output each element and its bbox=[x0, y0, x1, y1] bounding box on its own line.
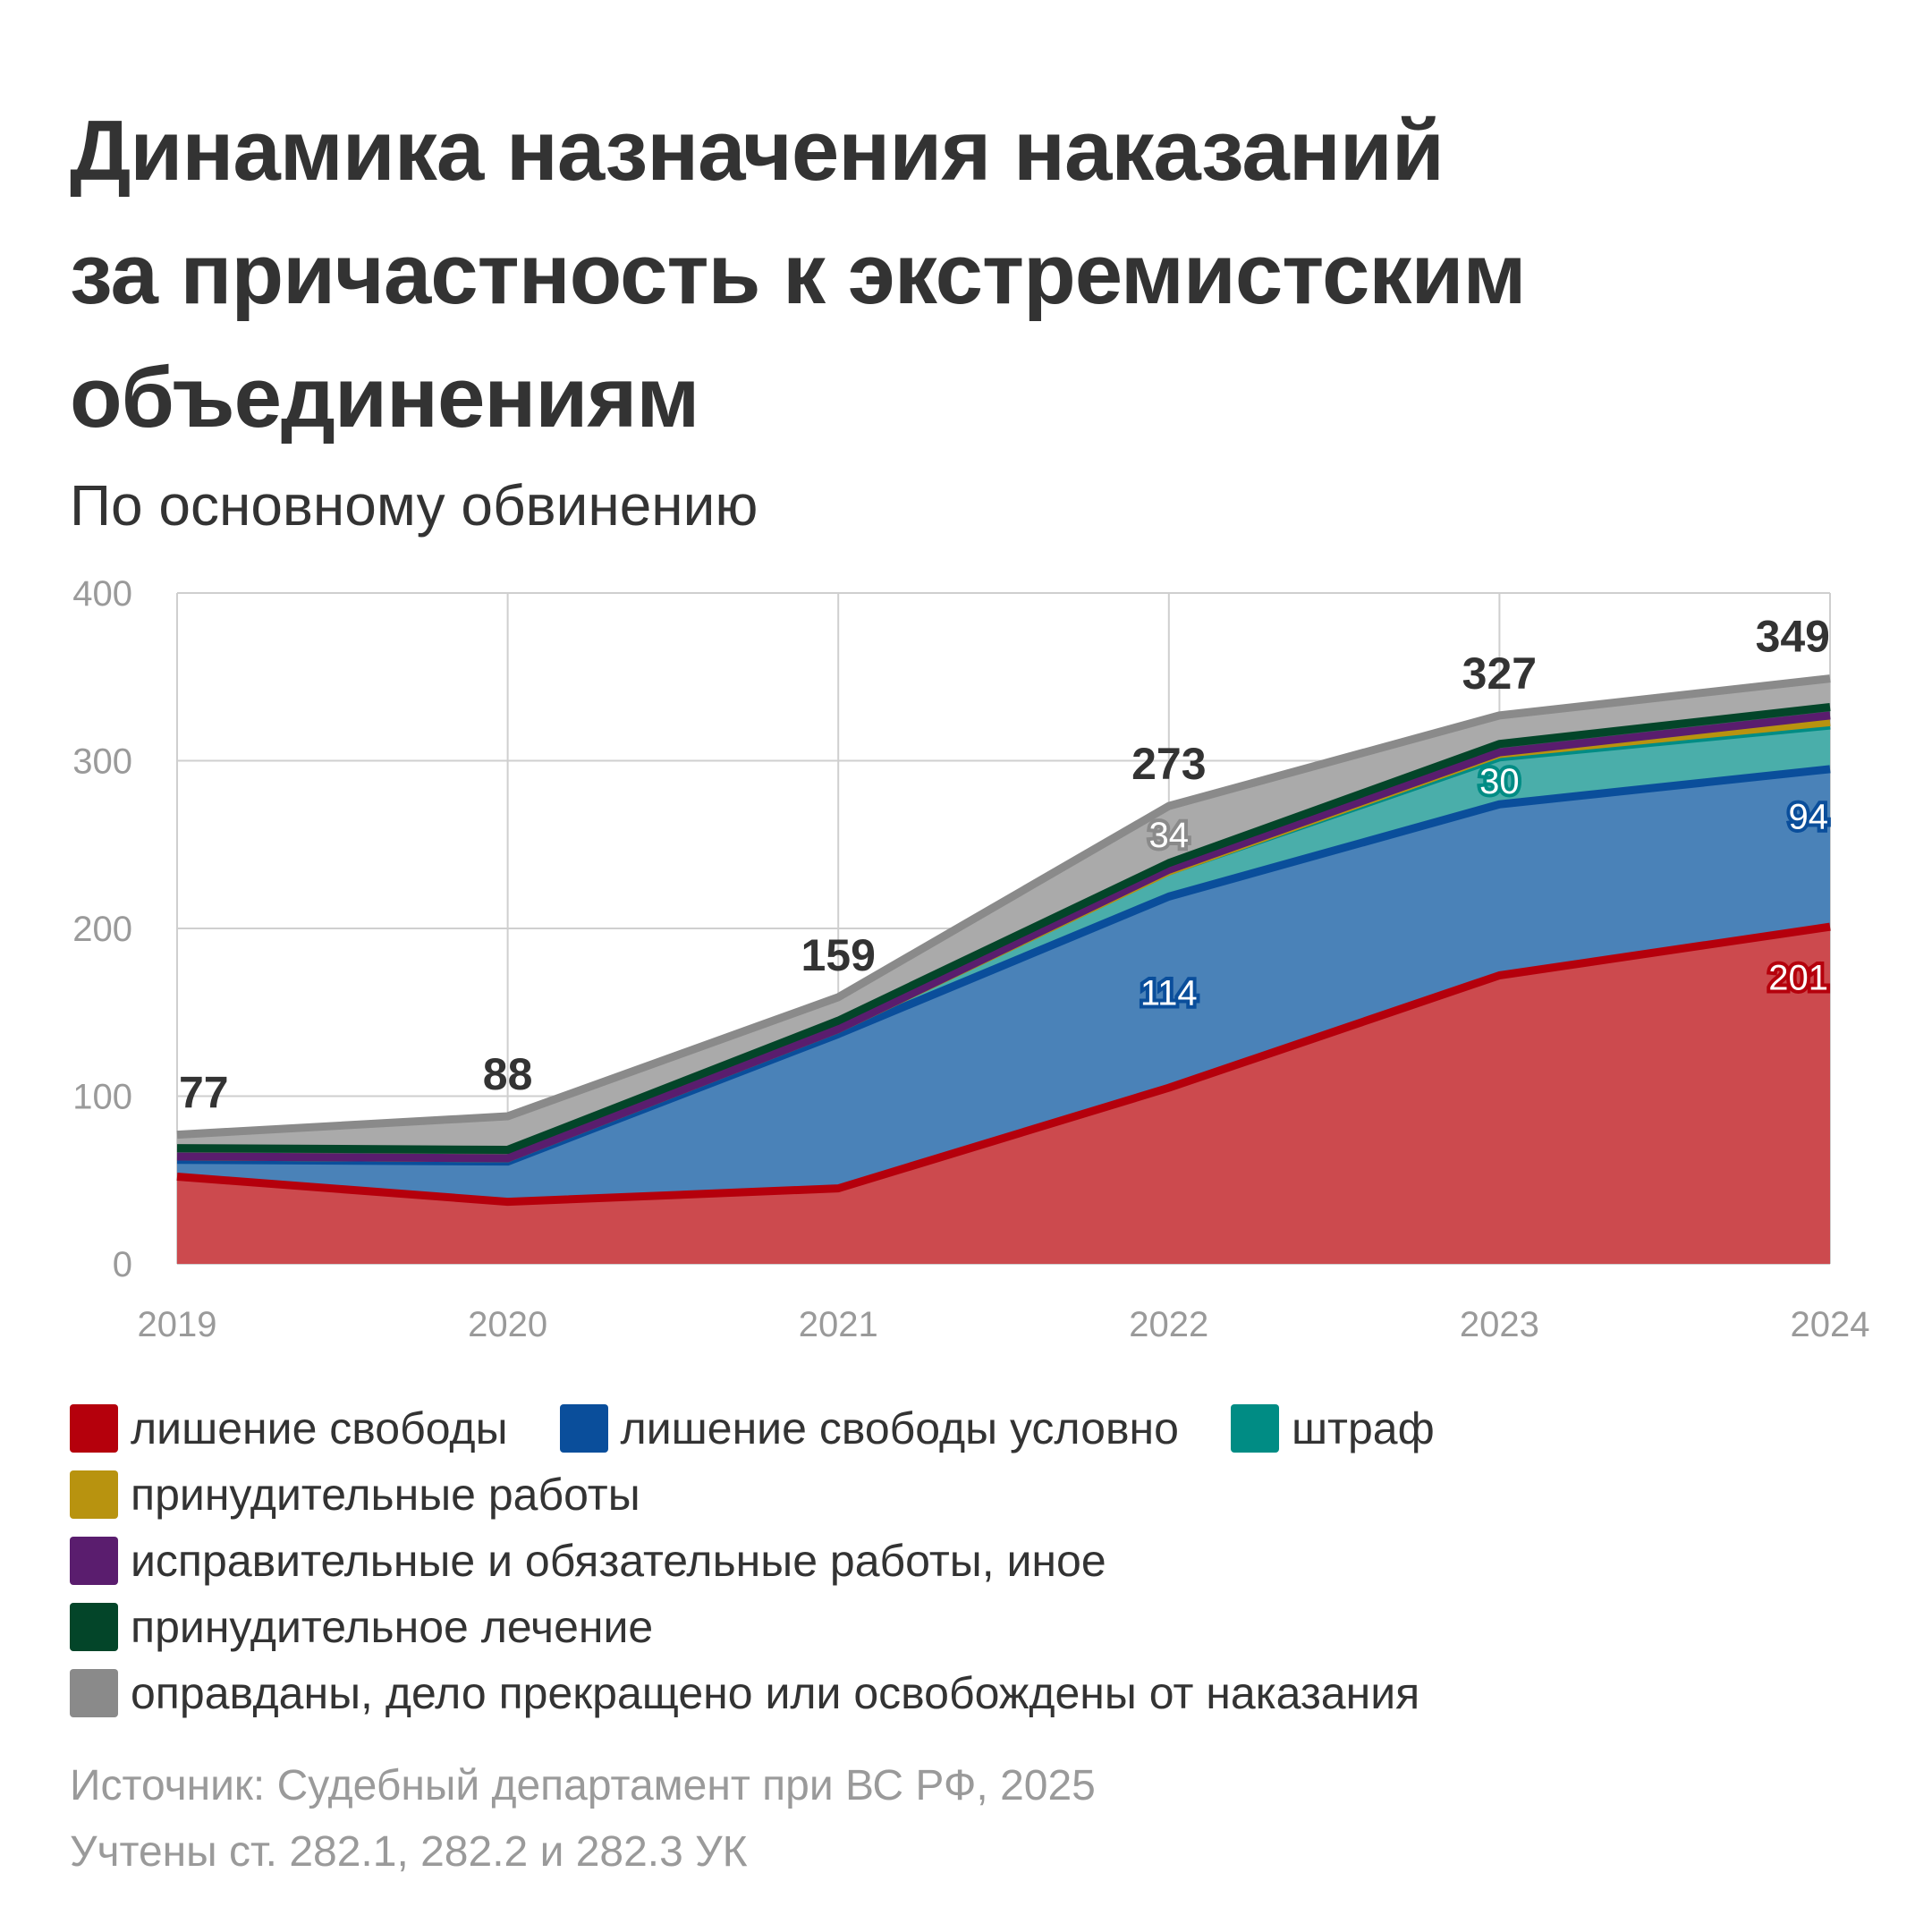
legend-row: принудительные работы bbox=[70, 1462, 1877, 1528]
legend-label: лишение свободы условно bbox=[620, 1403, 1179, 1453]
x-tick-label: 2024 bbox=[1791, 1305, 1870, 1344]
legend-label: лишение свободы bbox=[131, 1403, 508, 1453]
legend-item-acquitted: оправданы, дело прекращено или освобожде… bbox=[70, 1667, 1419, 1719]
legend-row: принудительное лечение bbox=[70, 1594, 1877, 1660]
legend-item-correctional-work: исправительные и обязательные работы, ин… bbox=[70, 1535, 1106, 1587]
total-label: 159 bbox=[801, 930, 875, 980]
value-label: 114 bbox=[1140, 973, 1198, 1013]
source-note: Источник: Судебный департамент при ВС РФ… bbox=[70, 1762, 1096, 1809]
legend-label: принудительные работы bbox=[131, 1470, 640, 1520]
total-label: 88 bbox=[483, 1049, 533, 1099]
area-7 bbox=[177, 678, 1830, 1150]
articles-note: Учтены ст. 282.1, 282.2 и 282.3 УК bbox=[70, 1828, 748, 1876]
legend-swatch bbox=[70, 1470, 118, 1519]
x-tick-label: 2022 bbox=[1129, 1305, 1208, 1344]
legend-item-imprisonment: лишение свободы bbox=[70, 1402, 508, 1454]
y-tick-label: 400 bbox=[72, 574, 132, 614]
area-1 bbox=[177, 927, 1830, 1264]
legend-label: принудительное лечение bbox=[131, 1602, 654, 1652]
footer: Источник: Судебный департамент при ВС РФ… bbox=[70, 1753, 1096, 1885]
legend-swatch bbox=[70, 1537, 118, 1585]
value-label: 94 bbox=[1789, 797, 1829, 836]
series-line-1 bbox=[176, 922, 1831, 1207]
x-tick-label: 2021 bbox=[799, 1305, 878, 1344]
y-tick-label: 100 bbox=[72, 1078, 132, 1117]
x-tick-label: 2019 bbox=[138, 1305, 217, 1344]
y-tick-label: 200 bbox=[72, 910, 132, 949]
legend-swatch bbox=[70, 1669, 118, 1717]
legend-row: лишение свободы лишение свободы условно … bbox=[70, 1395, 1877, 1462]
series-line-7 bbox=[176, 674, 1831, 1140]
value-label: 34 bbox=[1149, 816, 1190, 855]
legend-swatch bbox=[70, 1404, 118, 1453]
x-tick-label: 2023 bbox=[1460, 1305, 1539, 1344]
legend-swatch bbox=[559, 1404, 608, 1453]
x-tick-label: 2020 bbox=[468, 1305, 547, 1344]
legend-label: штраф bbox=[1291, 1403, 1435, 1453]
value-label: 201 bbox=[1768, 958, 1828, 997]
total-label: 327 bbox=[1462, 648, 1537, 699]
total-label: 77 bbox=[179, 1068, 229, 1118]
chart-subtitle: По основному обвинению bbox=[70, 473, 758, 538]
title-line-3: объединениям bbox=[70, 350, 699, 445]
chart-title: Динамика назначения наказаний за причаст… bbox=[70, 89, 1859, 460]
y-tick-label: 0 bbox=[113, 1245, 132, 1284]
legend-row: исправительные и обязательные работы, ин… bbox=[70, 1528, 1877, 1594]
legend-label: исправительные и обязательные работы, ин… bbox=[131, 1536, 1106, 1586]
y-tick-label: 300 bbox=[72, 742, 132, 782]
legend-item-forced-treatment: принудительное лечение bbox=[70, 1601, 653, 1653]
legend-item-forced-labor: принудительные работы bbox=[70, 1469, 640, 1521]
value-label: 30 bbox=[1479, 762, 1520, 801]
legend-item-fine: штраф bbox=[1230, 1402, 1435, 1454]
total-label: 349 bbox=[1756, 612, 1830, 662]
legend-row: оправданы, дело прекращено или освобожде… bbox=[70, 1660, 1877, 1726]
legend: лишение свободы лишение свободы условно … bbox=[70, 1395, 1877, 1726]
series-line-5 bbox=[176, 711, 1831, 1163]
area-3 bbox=[177, 725, 1830, 1162]
stacked-area-chart: 0 100 200 300 400 2019 2020 2021 2022 2023 2024 77 8… bbox=[72, 574, 1870, 1344]
series-line-6 bbox=[176, 703, 1831, 1154]
area-2 bbox=[177, 768, 1830, 1202]
title-line-2: за причастность к экстремистским bbox=[70, 226, 1526, 322]
total-label: 273 bbox=[1131, 739, 1206, 789]
legend-swatch bbox=[70, 1603, 118, 1651]
legend-item-suspended: лишение свободы условно bbox=[559, 1402, 1179, 1454]
legend-label: оправданы, дело прекращено или освобожде… bbox=[131, 1668, 1420, 1718]
legend-swatch bbox=[1230, 1404, 1279, 1453]
title-line-1: Динамика назначения наказаний bbox=[70, 103, 1445, 199]
